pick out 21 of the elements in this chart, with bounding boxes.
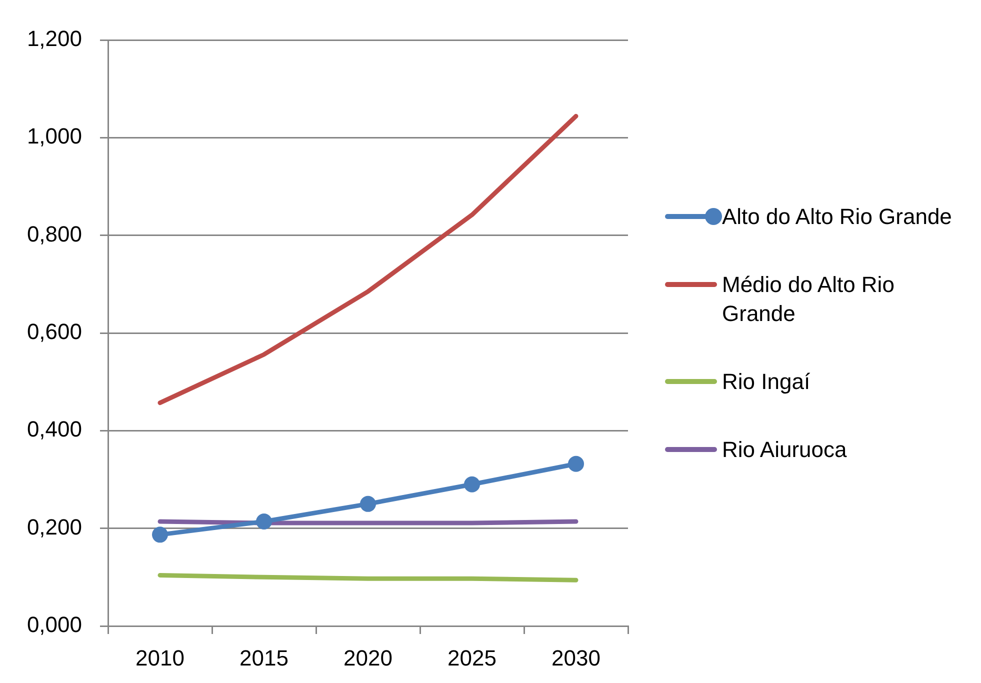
- y-tick-label: 0,600: [26, 319, 82, 344]
- y-tick-label: 0,000: [26, 612, 82, 638]
- x-tick-label: 2025: [448, 645, 496, 670]
- x-tick-label: 2015: [240, 645, 288, 670]
- legend-label: Rio Aiuruoca: [722, 436, 847, 464]
- x-tick-label: 2030: [552, 645, 600, 670]
- point: [152, 526, 168, 543]
- point: [360, 496, 376, 512]
- y-tick-label: 1,000: [26, 124, 82, 149]
- point: [256, 513, 272, 530]
- point: [568, 456, 584, 472]
- x-tick-label: 2020: [344, 645, 392, 670]
- legend-label: Rio Ingaí: [722, 368, 810, 396]
- x-tick-label: 2010: [136, 645, 184, 670]
- y-tick-label: 1,200: [26, 26, 82, 52]
- point: [464, 476, 480, 492]
- y-tick-label: 0,400: [26, 416, 82, 442]
- y-tick-label: 0,800: [26, 221, 82, 246]
- legend-label: Médio do Alto Rio Grande: [722, 271, 896, 328]
- legend-label: Alto do Alto Rio Grande: [722, 203, 952, 231]
- y-tick-label: 0,200: [26, 514, 82, 540]
